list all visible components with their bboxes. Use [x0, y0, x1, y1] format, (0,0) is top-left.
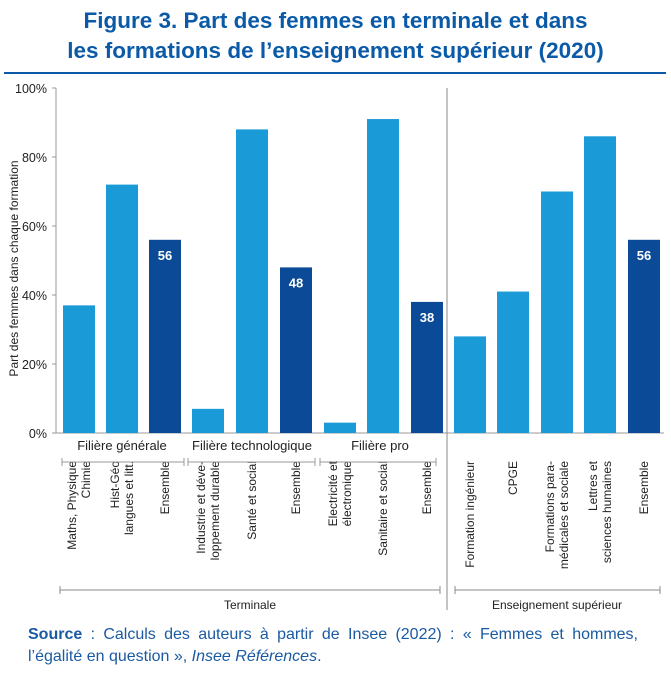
category-label-2: Hist-Géo: [108, 461, 122, 509]
y-tick-label: 80%: [22, 151, 47, 165]
y-axis-title: Part des femmes dans chaque formation: [7, 160, 21, 376]
category-label-11: CPGE: [506, 461, 520, 495]
data-label-9: 38: [420, 310, 434, 325]
bar-4: [192, 408, 224, 433]
category-label-1: Chimie: [79, 461, 93, 499]
bar-8: [367, 119, 399, 434]
category-label-12: médicales et sociale: [557, 461, 571, 569]
category-label-7: Electricité et: [326, 460, 340, 526]
group-label-3: Filière pro: [351, 438, 409, 453]
bar-7: [324, 422, 356, 433]
category-label-6: Ensemble: [289, 461, 303, 515]
data-label-6: 48: [289, 275, 303, 290]
bar-6: [280, 267, 312, 433]
category-label-9: Ensemble: [420, 461, 434, 515]
bar-5: [236, 129, 268, 433]
category-label-8: Sanitaire et social: [376, 461, 390, 556]
bar-1: [63, 305, 95, 433]
bar-12: [541, 191, 573, 433]
bar-3: [149, 239, 181, 433]
chart-title: Figure 3. Part des femmes en terminale e…: [0, 6, 671, 66]
data-label-14: 56: [637, 248, 651, 263]
bar-2: [106, 184, 138, 433]
category-label-4: Industrie et déve-: [194, 461, 208, 554]
category-label-14: Ensemble: [637, 461, 651, 515]
section-label-superieur: Enseignement supérieur: [492, 598, 622, 612]
bar-13: [584, 136, 616, 434]
group-label-1: Filière générale: [77, 438, 167, 453]
source-note: Source : Calculs des auteurs à partir de…: [28, 624, 638, 668]
y-tick-label: 60%: [22, 220, 47, 234]
y-tick-label: 40%: [22, 289, 47, 303]
y-tick-label: 0%: [29, 427, 47, 441]
bar-9: [411, 301, 443, 433]
bar-chart: 0% 20% 40% 60% 80% 100% Part des femmes dans c…: [7, 82, 664, 612]
category-label-13: sciences humaines: [600, 461, 614, 563]
category-label-7: électronique: [340, 461, 354, 527]
bar-11: [497, 291, 529, 433]
chart-title-line-1: Figure 3. Part des femmes en terminale e…: [83, 8, 588, 33]
source-end: .: [317, 648, 322, 665]
category-label-2: langues et litt.: [122, 461, 136, 535]
source-text: : Calculs des auteurs à partir de Insee …: [28, 626, 638, 665]
category-label-12: Formations para-: [543, 461, 557, 552]
source-publication: Insee Références: [191, 648, 318, 665]
group-label-2: Filière technologique: [192, 438, 312, 453]
category-label-4: loppement durable: [208, 461, 222, 561]
category-label-10: Formation ingénieur: [463, 461, 477, 568]
data-label-3: 56: [158, 248, 172, 263]
y-tick-label: 20%: [22, 358, 47, 372]
y-tick-label: 100%: [15, 82, 47, 96]
category-label-3: Ensemble: [158, 461, 172, 515]
source-label: Source: [28, 626, 83, 643]
section-label-terminale: Terminale: [224, 598, 276, 612]
title-rule: [4, 72, 666, 74]
category-label-5: Santé et social: [245, 461, 259, 540]
bar-10: [454, 336, 486, 433]
category-label-1: Maths, Physique: [65, 461, 79, 550]
category-label-13: Lettres et: [586, 460, 600, 511]
chart-title-line-2: les formations de l’enseignement supérie…: [67, 38, 604, 63]
bar-14: [628, 239, 660, 433]
